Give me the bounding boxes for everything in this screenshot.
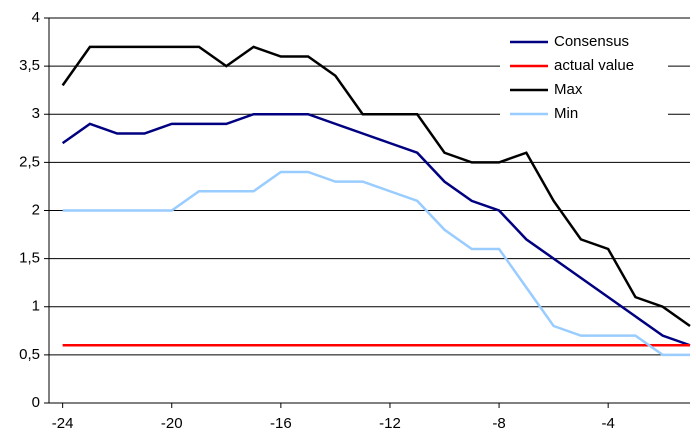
x-tick-label: -20 bbox=[161, 415, 183, 432]
series-line bbox=[61, 113, 691, 347]
y-tick-label: 3,5 bbox=[19, 57, 40, 74]
series-line bbox=[62, 170, 690, 357]
x-tick-label: -4 bbox=[601, 415, 614, 432]
x-tick-label: -24 bbox=[52, 415, 74, 432]
y-tick-label: 2 bbox=[32, 201, 40, 218]
y-tick-label: 3 bbox=[32, 105, 40, 122]
y-tick-label: 0 bbox=[32, 394, 40, 411]
y-tick-label: 0,5 bbox=[19, 346, 40, 363]
x-tick-label: -12 bbox=[379, 415, 401, 432]
y-tick-label: 1 bbox=[32, 298, 40, 315]
legend-label: Max bbox=[554, 81, 583, 98]
y-tick-label: 4 bbox=[32, 9, 40, 26]
y-tick-label: 1,5 bbox=[19, 250, 40, 267]
x-tick-label: -16 bbox=[270, 415, 292, 432]
legend-label: Min bbox=[554, 105, 578, 122]
x-tick-label: -8 bbox=[492, 415, 505, 432]
y-tick-label: 2,5 bbox=[19, 153, 40, 170]
legend-box bbox=[500, 28, 668, 140]
legend-label: Consensus bbox=[554, 33, 629, 50]
legend-label: actual value bbox=[554, 57, 634, 74]
series-line bbox=[61, 45, 691, 328]
